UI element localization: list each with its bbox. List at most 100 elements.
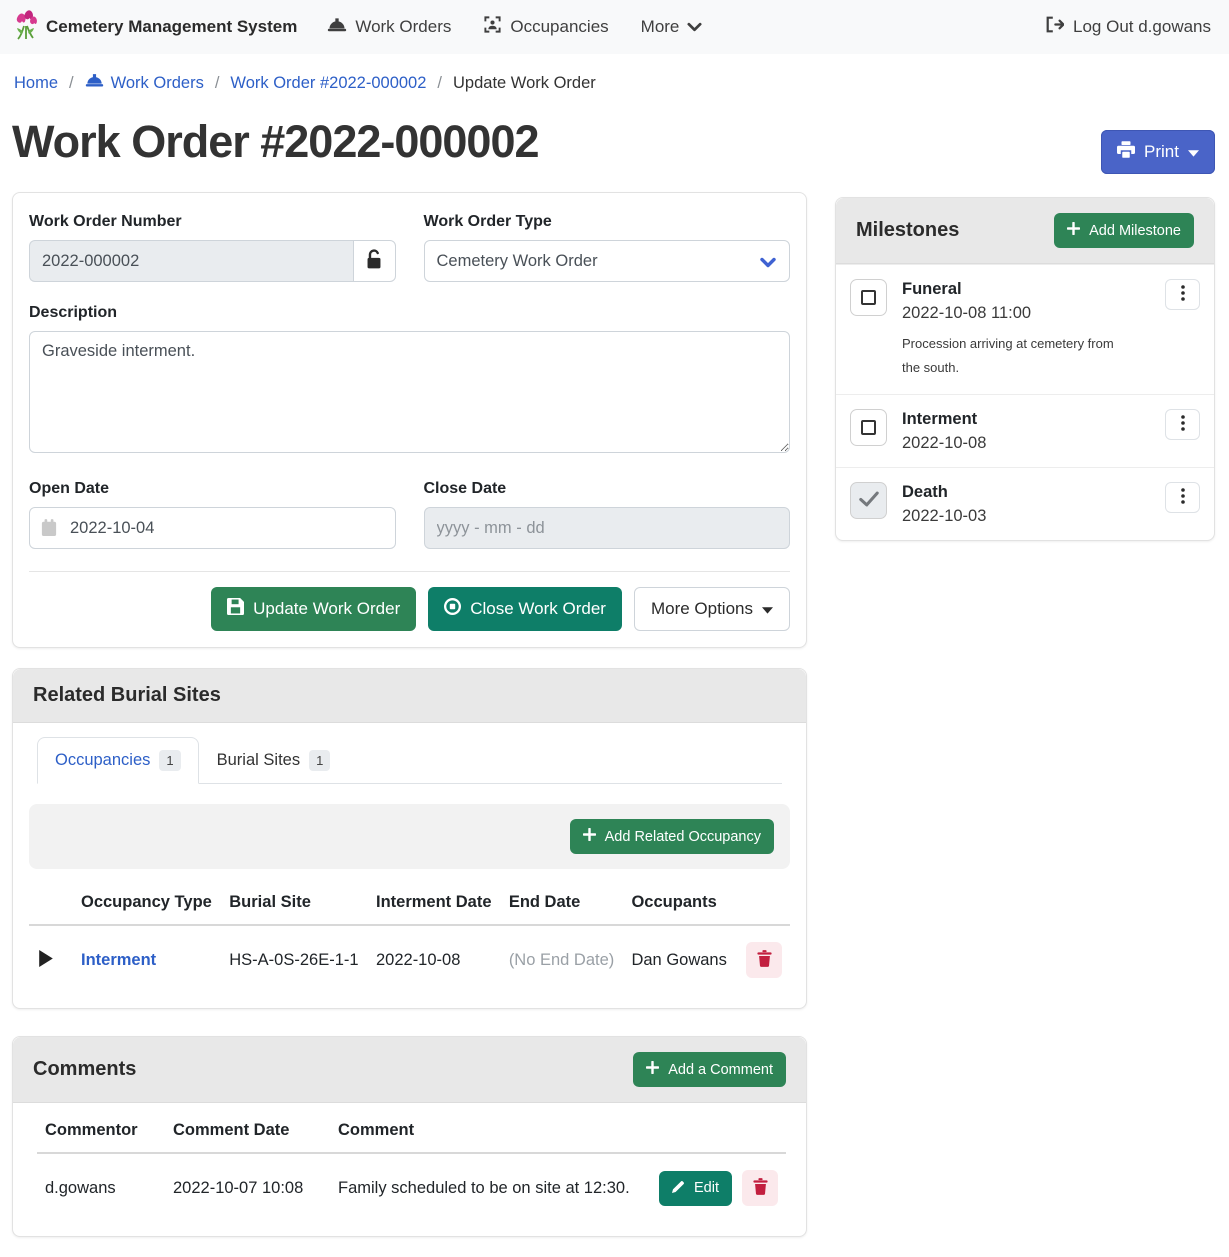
breadcrumb-current: Update Work Order (453, 73, 596, 92)
checkbox-unchecked-icon (861, 290, 876, 305)
tab-burial-sites-label: Burial Sites (216, 751, 301, 769)
occupancy-type-link[interactable]: Interment (81, 950, 157, 969)
description-textarea[interactable]: Graveside interment. (29, 331, 790, 453)
add-comment-button[interactable]: Add a Comment (633, 1052, 786, 1087)
milestone-date: 2022-10-08 11:00 (902, 304, 1032, 322)
checkbox-unchecked-icon (861, 420, 876, 436)
milestone-checkbox[interactable] (850, 279, 887, 316)
plus-icon (582, 827, 596, 845)
print-button[interactable]: Print (1101, 130, 1215, 174)
plus-icon (1066, 221, 1081, 239)
work-order-number-input[interactable] (29, 240, 354, 282)
nav-work-orders[interactable]: Work Orders (327, 16, 451, 39)
left-column: Work Order Number (12, 192, 807, 1237)
milestone-menu-button[interactable] (1165, 409, 1200, 441)
stop-circle-icon (444, 598, 462, 620)
close-work-order-button[interactable]: Close Work Order (428, 587, 622, 631)
milestone-date: 2022-10-03 (902, 507, 987, 526)
work-order-type-label: Work Order Type (423, 213, 552, 230)
checkmark-icon (858, 491, 879, 510)
occupancies-table: Occupancy Type Burial Site Interment Dat… (29, 879, 790, 994)
col-occupants: Occupants (623, 879, 736, 926)
breadcrumb-work-order-number[interactable]: Work Order #2022-000002 (230, 73, 427, 92)
right-column: Milestones Add Milestone Funeral (835, 197, 1215, 542)
brand[interactable]: Cemetery Management System (14, 9, 297, 45)
tab-occupancies-badge: 1 (159, 750, 181, 771)
milestone-menu-button[interactable] (1165, 279, 1200, 310)
col-occupancy-type: Occupancy Type (73, 879, 222, 926)
open-date-input[interactable] (29, 507, 396, 549)
col-burial-site: Burial Site (221, 879, 368, 926)
breadcrumb-separator: / (214, 73, 220, 92)
add-related-occupancy-button[interactable]: Add Related Occupancy (569, 819, 774, 854)
comments-table: Commentor Comment Date Comment d.gowans … (37, 1107, 786, 1222)
milestone-item: Death 2022-10-03 (836, 467, 1214, 540)
milestone-title: Funeral (902, 280, 962, 298)
end-date-cell: (No End Date) (508, 950, 615, 969)
update-work-order-label: Update Work Order (253, 599, 401, 618)
hard-hat-icon (85, 72, 104, 94)
tab-occupancies[interactable]: Occupancies 1 (37, 737, 199, 784)
comments-header: Comments Add a Comment (13, 1037, 806, 1103)
logout-label: Log Out d.gowans (1073, 17, 1211, 36)
comment-row: d.gowans 2022-10-07 10:08 Family schedul… (37, 1153, 786, 1222)
milestone-title: Interment (902, 410, 978, 429)
save-icon (227, 598, 245, 620)
top-navbar: Cemetery Management System Work Orders O… (0, 0, 1229, 54)
printer-icon (1117, 141, 1136, 163)
milestone-title: Death (902, 483, 948, 502)
milestone-item: Funeral 2022-10-08 11:00 Procession arri… (836, 264, 1214, 394)
logout-icon (1045, 16, 1065, 38)
breadcrumb-home[interactable]: Home (14, 73, 59, 92)
expand-column-header (29, 879, 73, 926)
work-order-type-select[interactable]: Cemetery Work Order (423, 240, 790, 282)
comments-card: Comments Add a Comment Commentor Comment… (12, 1036, 807, 1237)
breadcrumb-separator: / (69, 73, 74, 92)
nav-occupancies[interactable]: Occupancies (483, 15, 609, 39)
milestone-checkbox[interactable] (850, 409, 887, 447)
edit-comment-button[interactable]: Edit (659, 1170, 732, 1206)
tulip-logo-icon (14, 9, 38, 45)
kebab-icon (1180, 415, 1185, 434)
hard-hat-icon (327, 16, 347, 39)
work-order-form-card: Work Order Number (12, 192, 807, 648)
print-label: Print (1144, 142, 1179, 161)
work-order-number-group (29, 240, 396, 282)
close-date-input[interactable] (423, 507, 790, 549)
unlock-button[interactable] (353, 240, 396, 282)
plus-icon (645, 1060, 660, 1078)
tab-occupancies-label: Occupancies (55, 751, 151, 769)
nav-more[interactable]: More (641, 17, 703, 37)
tab-burial-sites[interactable]: Burial Sites 1 (199, 737, 349, 784)
trash-icon (756, 950, 772, 970)
form-footer: Update Work Order Close Work Order More … (29, 571, 790, 631)
logout-button[interactable]: Log Out d.gowans (1045, 16, 1211, 38)
caret-down-icon (762, 599, 773, 619)
related-burial-sites-header: Related Burial Sites (13, 669, 806, 723)
add-milestone-button[interactable]: Add Milestone (1054, 213, 1194, 248)
caret-down-icon (1188, 142, 1199, 162)
milestone-menu-button[interactable] (1165, 482, 1200, 514)
expand-row-button[interactable] (37, 948, 55, 972)
add-comment-label: Add a Comment (668, 1061, 773, 1078)
milestone-body: Funeral 2022-10-08 11:00 Procession arri… (902, 279, 1150, 380)
milestone-checkbox[interactable] (850, 482, 887, 520)
kebab-icon (1180, 285, 1185, 304)
delete-occupancy-button[interactable] (746, 942, 782, 978)
main-content: Work Order Number (0, 192, 1229, 1257)
breadcrumb-work-orders[interactable]: Work Orders (85, 72, 204, 94)
occupant-frame-icon (483, 15, 502, 39)
milestone-body: Death 2022-10-03 (902, 482, 1150, 526)
burial-site-cell: HS-A-0S-26E-1-1 (229, 950, 359, 969)
milestone-item: Interment 2022-10-08 (836, 394, 1214, 467)
milestones-title: Milestones (856, 219, 960, 241)
update-work-order-button[interactable]: Update Work Order (211, 587, 417, 631)
more-options-button[interactable]: More Options (633, 587, 790, 631)
pencil-icon (672, 1180, 685, 1197)
work-order-type-value: Cemetery Work Order (436, 251, 598, 270)
description-label: Description (29, 304, 118, 321)
comments-title: Comments (33, 1058, 137, 1080)
delete-comment-button[interactable] (742, 1170, 778, 1206)
trash-icon (752, 1178, 768, 1198)
related-burial-sites-card: Related Burial Sites Occupancies 1 Buria… (12, 668, 807, 1009)
